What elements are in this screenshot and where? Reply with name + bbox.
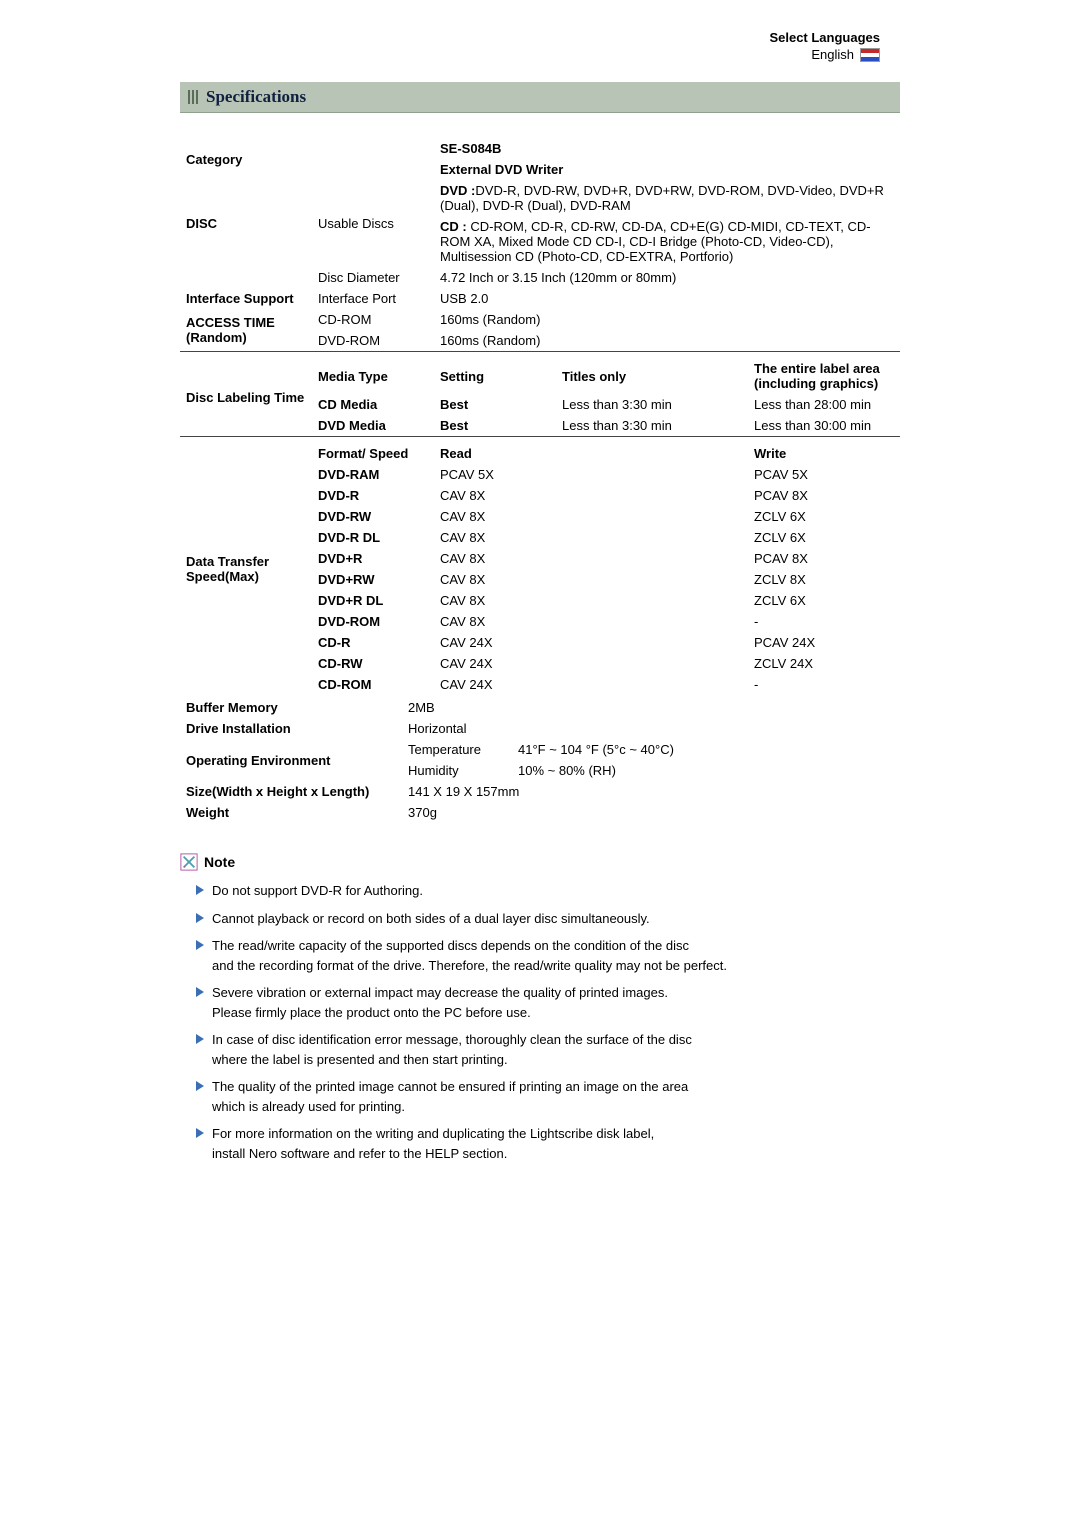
note-item-text: Do not support DVD-R for Authoring. bbox=[212, 881, 423, 901]
disc-diameter-label: Disc Diameter bbox=[312, 267, 434, 288]
disc-diameter-value: 4.72 Inch or 3.15 Inch (120mm or 80mm) bbox=[434, 267, 900, 288]
category-header: Category bbox=[180, 138, 434, 180]
spec-table: Category SE-S084B External DVD Writer DI… bbox=[180, 138, 900, 695]
note-item: The read/write capacity of the supported… bbox=[196, 936, 900, 975]
note-item: For more information on the writing and … bbox=[196, 1124, 900, 1163]
flag-icon bbox=[860, 48, 880, 62]
arrow-icon bbox=[196, 885, 204, 895]
labeling-cd-titles: Less than 3:30 min bbox=[556, 394, 748, 415]
weight-value: 370g bbox=[402, 802, 900, 823]
labeling-dvd-titles: Less than 3:30 min bbox=[556, 415, 748, 437]
arrow-icon bbox=[196, 940, 204, 950]
temp-value: 41°F ~ 104 °F (5°c ~ 40°C) bbox=[518, 742, 674, 757]
access-dvd-label: DVD-ROM bbox=[312, 330, 434, 352]
note-item-text: For more information on the writing and … bbox=[212, 1124, 654, 1163]
arrow-icon bbox=[196, 987, 204, 997]
language-row[interactable]: English bbox=[811, 47, 880, 62]
note-block: Note Do not support DVD-R for Authoring.… bbox=[180, 853, 900, 1163]
size-label: Size(Width x Height x Length) bbox=[180, 781, 402, 802]
access-cd-value: 160ms (Random) bbox=[434, 309, 900, 330]
install-value: Horizontal bbox=[402, 718, 900, 739]
model-header: SE-S084B bbox=[434, 138, 900, 159]
entire-label-header: The entire label area (including graphic… bbox=[748, 358, 900, 394]
note-item: The quality of the printed image cannot … bbox=[196, 1077, 900, 1116]
labeling-dvd-label: DVD Media bbox=[312, 415, 434, 437]
arrow-icon bbox=[196, 913, 204, 923]
arrow-icon bbox=[196, 1081, 204, 1091]
product-header: External DVD Writer bbox=[434, 159, 900, 180]
install-label: Drive Installation bbox=[180, 718, 402, 739]
labeling-dvd-setting: Best bbox=[434, 415, 556, 437]
dvd-prefix: DVD : bbox=[440, 183, 475, 198]
language-title: Select Languages bbox=[180, 30, 880, 45]
cd-list: CD : CD-ROM, CD-R, CD-RW, CD-DA, CD+E(G)… bbox=[434, 216, 900, 267]
dvd-list: DVD :DVD-R, DVD-RW, DVD+R, DVD+RW, DVD-R… bbox=[434, 180, 900, 216]
buffer-value: 2MB bbox=[402, 697, 900, 718]
setting-header: Setting bbox=[434, 358, 556, 394]
note-title-row: Note bbox=[180, 853, 900, 871]
labeling-dvd-entire: Less than 30:00 min bbox=[748, 415, 900, 437]
cd-prefix: CD : bbox=[440, 219, 467, 234]
note-icon bbox=[180, 853, 198, 871]
note-item-text: Cannot playback or record on both sides … bbox=[212, 909, 650, 929]
section-title: Specifications bbox=[206, 87, 306, 107]
labeling-group-label: Disc Labeling Time bbox=[180, 358, 312, 437]
weight-label: Weight bbox=[180, 802, 402, 823]
note-item: Severe vibration or external impact may … bbox=[196, 983, 900, 1022]
format-speed-header: Format/ Speed bbox=[312, 443, 434, 464]
size-value: 141 X 19 X 157mm bbox=[402, 781, 900, 802]
interface-port-label: Interface Port bbox=[312, 288, 434, 309]
access-label: ACCESS TIME (Random) bbox=[180, 309, 312, 352]
arrow-icon bbox=[196, 1128, 204, 1138]
dvd-text: DVD-R, DVD-RW, DVD+R, DVD+RW, DVD-ROM, D… bbox=[440, 183, 884, 213]
access-cd-label: CD-ROM bbox=[312, 309, 434, 330]
env-group-label: Operating Environment bbox=[180, 739, 402, 781]
note-item: Do not support DVD-R for Authoring. bbox=[196, 881, 900, 901]
note-item-text: The quality of the printed image cannot … bbox=[212, 1077, 688, 1116]
write-header: Write bbox=[748, 443, 900, 464]
labeling-cd-label: CD Media bbox=[312, 394, 434, 415]
labeling-cd-entire: Less than 28:00 min bbox=[748, 394, 900, 415]
titles-only-header: Titles only bbox=[556, 358, 748, 394]
note-item: In case of disc identification error mes… bbox=[196, 1030, 900, 1069]
read-header: Read bbox=[434, 443, 748, 464]
usable-discs-label: Usable Discs bbox=[312, 180, 434, 267]
note-list: Do not support DVD-R for Authoring. Canno… bbox=[196, 881, 900, 1163]
hum-label: Humidity bbox=[408, 763, 518, 778]
note-item: Cannot playback or record on both sides … bbox=[196, 909, 900, 929]
note-item-text: In case of disc identification error mes… bbox=[212, 1030, 692, 1069]
labeling-cd-setting: Best bbox=[434, 394, 556, 415]
spec-table-2: Buffer Memory 2MB Drive Installation Hor… bbox=[180, 697, 900, 823]
transfer-group-label: Data Transfer Speed(Max) bbox=[180, 443, 312, 695]
note-title-text: Note bbox=[204, 854, 235, 870]
disc-label: DISC bbox=[180, 180, 312, 267]
language-selector: Select Languages English bbox=[180, 30, 900, 62]
section-header: Specifications bbox=[180, 82, 900, 113]
hum-value: 10% ~ 80% (RH) bbox=[518, 763, 616, 778]
language-value: English bbox=[811, 47, 854, 62]
interface-port-value: USB 2.0 bbox=[434, 288, 900, 309]
media-type-header: Media Type bbox=[312, 358, 434, 394]
cd-text: CD-ROM, CD-R, CD-RW, CD-DA, CD+E(G) CD-M… bbox=[440, 219, 871, 264]
arrow-icon bbox=[196, 1034, 204, 1044]
interface-label: Interface Support bbox=[180, 288, 312, 309]
temp-label: Temperature bbox=[408, 742, 518, 757]
access-dvd-value: 160ms (Random) bbox=[434, 330, 900, 352]
buffer-label: Buffer Memory bbox=[180, 697, 402, 718]
note-item-text: Severe vibration or external impact may … bbox=[212, 983, 668, 1022]
note-item-text: The read/write capacity of the supported… bbox=[212, 936, 727, 975]
